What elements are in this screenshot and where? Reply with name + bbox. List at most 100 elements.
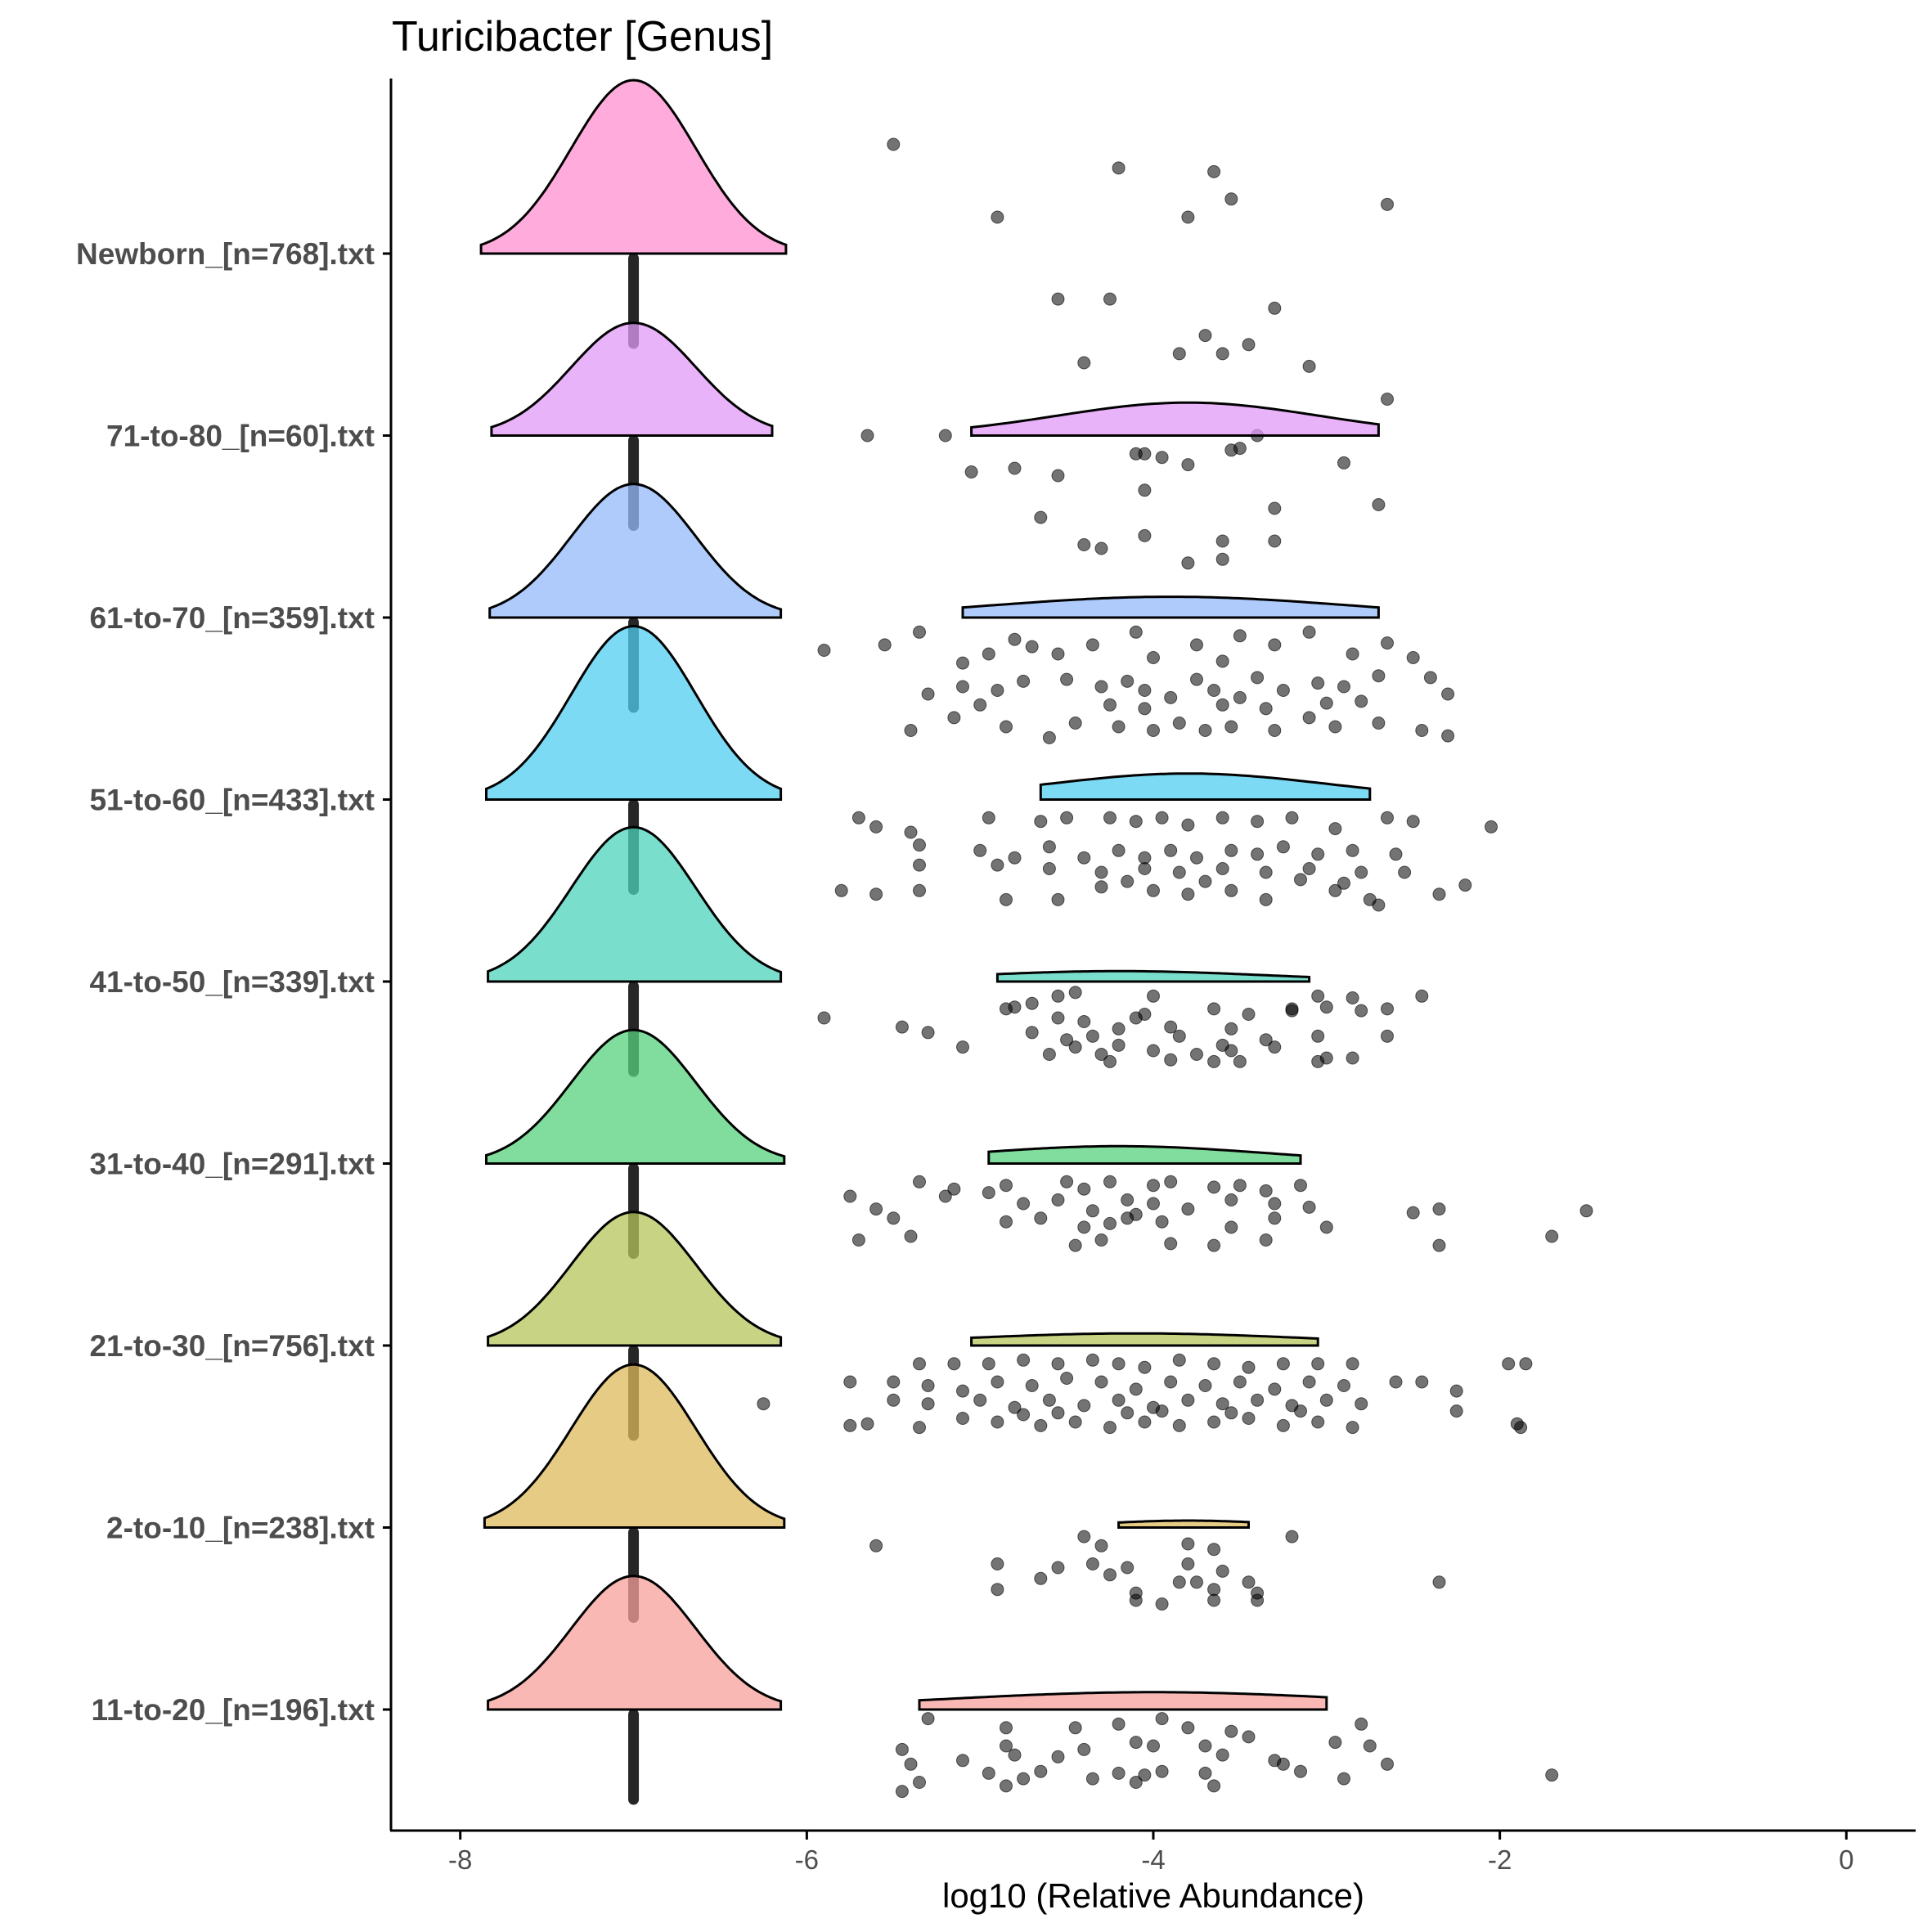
data-point (1025, 1379, 1039, 1392)
data-point (956, 1412, 969, 1425)
x-axis: -8 -6 -4 -2 0 (448, 1831, 1853, 1875)
data-point (1215, 1748, 1229, 1762)
data-point (1129, 1736, 1143, 1750)
data-point (991, 1557, 1004, 1570)
data-point (1233, 1375, 1247, 1389)
data-point (1381, 1029, 1394, 1043)
y-tick-label: 21-to-30_[n=756].txt (89, 1329, 375, 1363)
data-point (1268, 638, 1282, 652)
data-point (1138, 447, 1152, 461)
data-point (1233, 629, 1247, 643)
data-point (1207, 1543, 1221, 1557)
data-point (1051, 1750, 1065, 1764)
data-point (1372, 669, 1386, 683)
data-point (1060, 1175, 1074, 1188)
density-nonzero (1039, 772, 1372, 801)
data-point (1060, 1033, 1074, 1047)
data-point (1242, 1360, 1256, 1374)
data-point (1034, 815, 1048, 829)
data-point (1000, 1779, 1013, 1793)
data-point (913, 1175, 926, 1188)
data-point (1372, 498, 1386, 511)
data-point (1155, 451, 1169, 465)
data-point (1319, 1393, 1333, 1407)
data-point (1215, 534, 1229, 548)
data-point (1337, 456, 1350, 470)
data-point (1042, 862, 1056, 875)
data-point (1094, 1048, 1108, 1061)
data-point (973, 1393, 987, 1407)
data-point (1077, 1399, 1091, 1413)
data-point (887, 137, 901, 151)
data-point (1363, 1739, 1377, 1753)
data-point (1328, 1736, 1342, 1750)
data-point (1215, 1397, 1229, 1411)
data-point (1198, 1379, 1212, 1392)
data-point (1398, 865, 1412, 879)
data-point (1085, 1029, 1099, 1043)
data-point (1224, 192, 1238, 206)
data-point (991, 1583, 1004, 1597)
data-point (1121, 1561, 1134, 1575)
data-point (1077, 1015, 1091, 1028)
x-tick-label: -8 (448, 1844, 472, 1875)
data-point (1251, 815, 1265, 829)
data-point (869, 1539, 883, 1552)
data-point (1198, 329, 1212, 343)
data-point (1025, 1026, 1039, 1040)
data-point (913, 838, 926, 852)
data-point (913, 1776, 926, 1789)
data-point (1242, 1730, 1256, 1744)
data-point (1034, 1571, 1048, 1585)
data-point (1207, 1238, 1221, 1252)
data-point (1268, 1211, 1282, 1225)
data-point (843, 1189, 857, 1203)
data-point (817, 1011, 831, 1025)
data-point (1337, 876, 1350, 890)
data-point (1276, 1357, 1290, 1371)
data-point (1172, 1029, 1186, 1043)
data-point (869, 1202, 883, 1216)
data-point (1432, 1238, 1446, 1252)
data-point (1181, 1721, 1195, 1735)
data-point (1129, 625, 1143, 639)
data-point (869, 820, 883, 833)
data-point (982, 811, 995, 824)
data-point (1077, 1182, 1091, 1196)
data-point (1155, 1764, 1169, 1778)
data-point (1094, 1539, 1108, 1552)
data-point (1051, 1406, 1065, 1420)
data-point (1449, 1404, 1463, 1418)
data-point (1190, 672, 1203, 686)
data-point (921, 1379, 935, 1392)
data-point (1215, 862, 1229, 875)
data-point (1381, 393, 1394, 406)
data-point (1251, 1593, 1265, 1607)
data-point (1164, 1053, 1178, 1067)
data-point (1138, 702, 1152, 716)
data-point (1164, 1237, 1178, 1251)
data-point (817, 644, 831, 657)
data-point (1121, 674, 1134, 688)
data-point (1164, 1375, 1178, 1389)
data-point (1294, 873, 1307, 887)
data-point (1172, 347, 1186, 361)
data-point (1051, 469, 1065, 483)
data-point (1051, 647, 1065, 661)
data-point (1294, 1179, 1307, 1193)
data-point (1268, 1382, 1282, 1396)
data-point (1198, 1739, 1212, 1753)
data-point (1181, 210, 1195, 224)
data-point (1051, 989, 1065, 1003)
data-point (1207, 1002, 1221, 1016)
data-point (1302, 862, 1316, 875)
data-point (1545, 1768, 1559, 1782)
data-point (1381, 1757, 1394, 1771)
data-point (1155, 811, 1169, 824)
data-point (1077, 1742, 1091, 1756)
x-tick-label: -4 (1141, 1844, 1165, 1875)
data-point (1181, 1537, 1195, 1551)
data-point (1008, 1748, 1022, 1762)
data-point (1224, 1220, 1238, 1234)
y-tick-label: 51-to-60_[n=433].txt (89, 784, 375, 817)
